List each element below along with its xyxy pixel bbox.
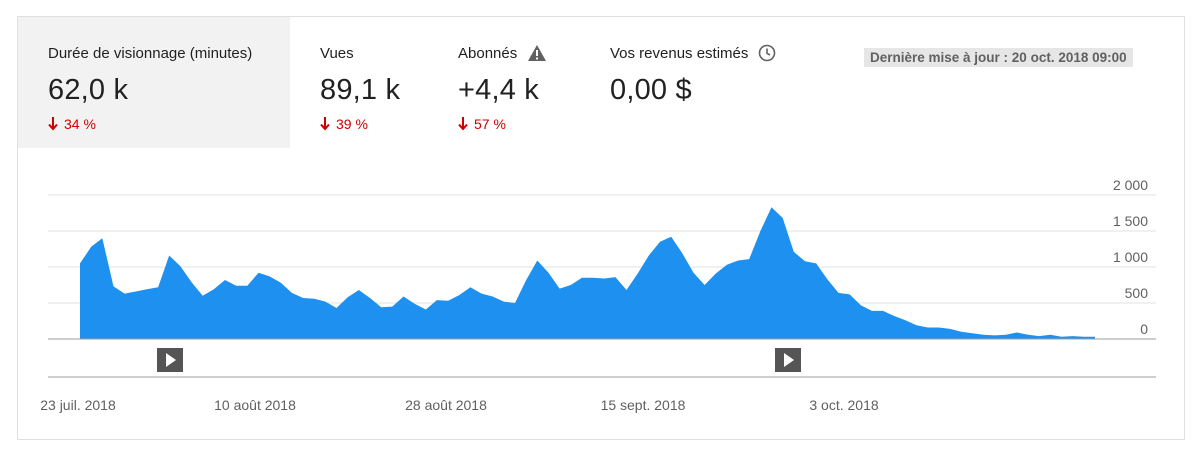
metric-subscribers[interactable]: Abonnés +4,4 k 57 % [458,17,598,148]
metric-label: Durée de visionnage (minutes) [48,44,253,62]
metric-label: Vues [320,44,354,62]
metric-change: 39 % [320,116,450,132]
y-tick-label: 1 500 [1113,213,1148,229]
metric-change-value: 39 % [336,116,368,132]
y-tick-label: 2 000 [1113,177,1148,193]
arrow-down-icon [458,117,468,131]
play-icon[interactable] [775,348,801,372]
last-updated-badge: Dernière mise à jour : 20 oct. 2018 09:0… [864,48,1133,67]
metric-change-value: 34 % [64,116,96,132]
x-tick-label: 10 août 2018 [214,397,296,413]
x-tick-label: 23 juil. 2018 [40,397,116,413]
warning-icon[interactable] [527,44,547,62]
x-tick-label: 28 août 2018 [405,397,487,413]
metric-views[interactable]: Vues 89,1 k 39 % [320,17,450,148]
watch-time-area-chart: 0 500 1 000 1 500 2 000 23 juil. 2018 10 août … [40,177,1156,413]
metric-revenue[interactable]: Vos revenus estimés 0,00 $ [610,17,830,148]
metric-change: 57 % [458,116,598,132]
x-tick-label: 15 sept. 2018 [601,397,686,413]
arrow-down-icon [320,117,330,131]
x-tick-label: 3 oct. 2018 [809,397,878,413]
metric-value: 89,1 k [320,74,401,106]
series-area [80,207,1095,339]
metric-change-value: 57 % [474,116,506,132]
clock-icon[interactable] [758,44,776,62]
metric-value: +4,4 k [458,74,540,106]
metric-label: Abonnés [458,44,518,62]
metric-value: 62,0 k [48,74,129,106]
metric-value: 0,00 $ [610,74,692,106]
arrow-down-icon [48,117,58,131]
play-icon[interactable] [157,348,183,372]
metric-watch-time[interactable]: Durée de visionnage (minutes) 62,0 k 34 … [18,17,290,148]
metric-label: Vos revenus estimés [610,44,749,62]
y-tick-label: 0 [1140,321,1148,337]
y-tick-label: 1 000 [1113,249,1148,265]
metric-change: 34 % [48,116,290,132]
y-tick-label: 500 [1125,285,1149,301]
analytics-card: Durée de visionnage (minutes) 62,0 k 34 … [17,16,1185,440]
